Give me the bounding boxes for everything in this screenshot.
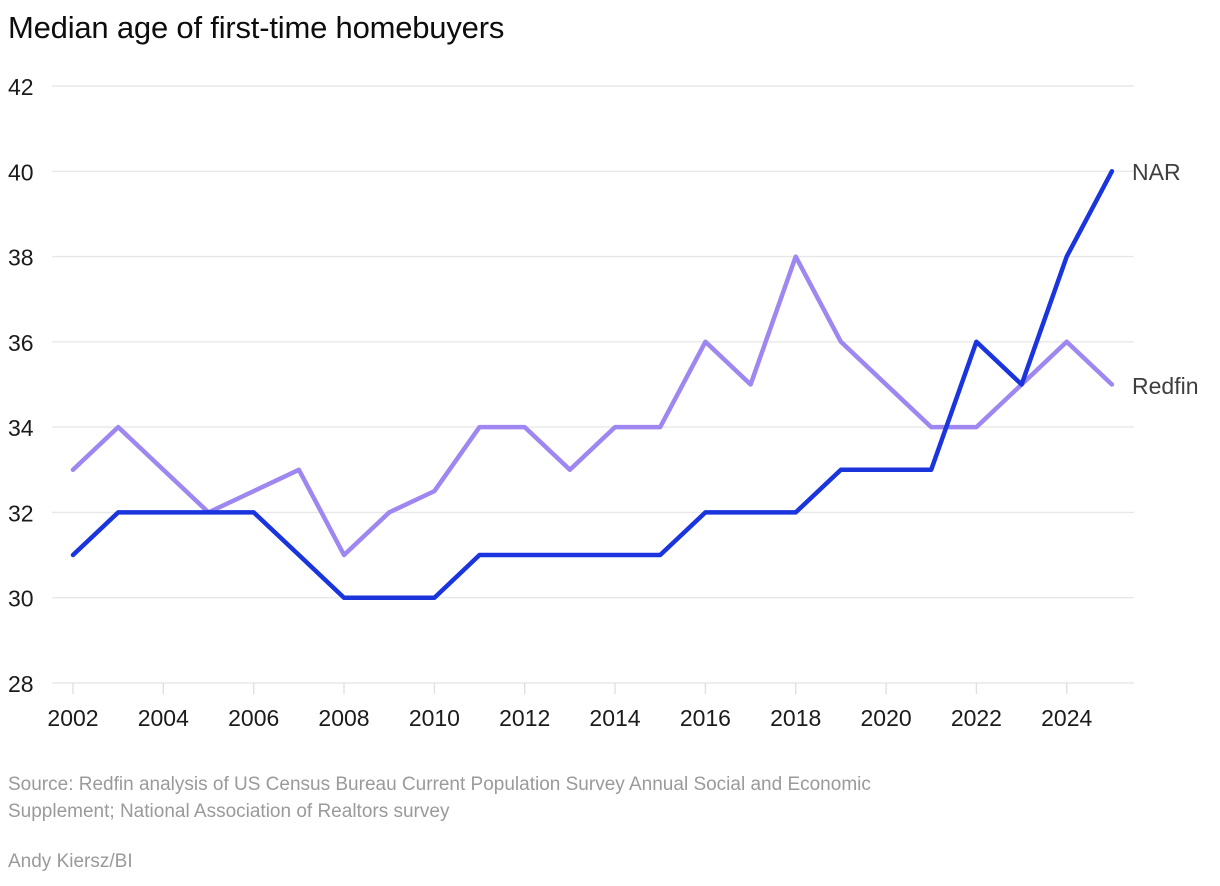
y-tick-label: 28 <box>8 671 34 697</box>
x-tick-label: 2014 <box>589 705 640 731</box>
source-note-line-1: Source: Redfin analysis of US Census Bur… <box>8 774 871 795</box>
source-note: Source: Redfin analysis of US Census Bur… <box>8 771 1168 825</box>
x-tick-label: 2018 <box>770 705 821 731</box>
series-label-redfin: Redfin <box>1132 373 1199 399</box>
x-tick-label: 2006 <box>228 705 279 731</box>
x-tick-label: 2012 <box>499 705 550 731</box>
y-tick-label: 32 <box>8 500 34 526</box>
x-tick-label: 2002 <box>47 705 98 731</box>
chart-title: Median age of first-time homebuyers <box>8 10 505 45</box>
x-tick-label: 2010 <box>409 705 460 731</box>
y-tick-label: 34 <box>8 415 34 441</box>
source-note-line-2: Supplement; National Association of Real… <box>8 801 450 822</box>
x-tick-label: 2022 <box>951 705 1002 731</box>
x-tick-label: 2016 <box>680 705 731 731</box>
x-tick-label: 2004 <box>138 705 189 731</box>
credit-note: Andy Kiersz/BI <box>8 851 133 872</box>
x-tick-label: 2008 <box>318 705 369 731</box>
nar-line <box>70 169 1115 600</box>
x-tick-label: 2024 <box>1041 705 1092 731</box>
x-tick-label: 2020 <box>861 705 912 731</box>
series-label-nar: NAR <box>1132 159 1181 185</box>
y-tick-label: 40 <box>8 159 34 185</box>
y-tick-label: 38 <box>8 245 34 271</box>
redfin-line <box>70 254 1115 558</box>
y-tick-label: 36 <box>8 330 34 356</box>
y-tick-label: 42 <box>8 74 34 100</box>
line-chart: 28 30 32 34 36 38 40 42 2002 2004 2006 2008 2010 2012… <box>8 74 1134 731</box>
y-tick-label: 30 <box>8 586 34 612</box>
